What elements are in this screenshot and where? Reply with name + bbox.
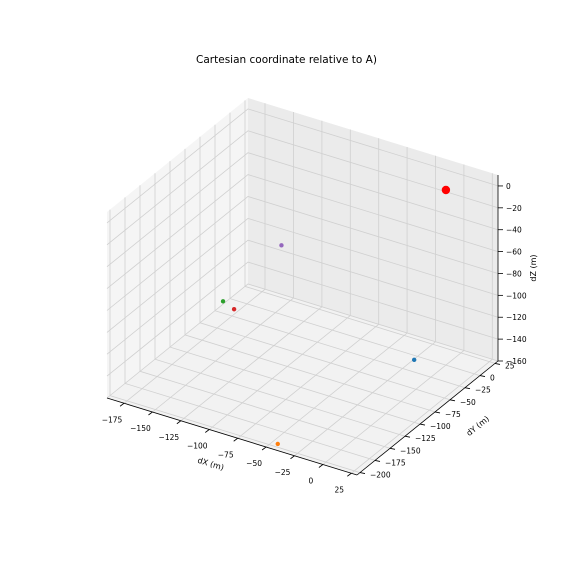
- z-tick-label: −100: [506, 291, 527, 300]
- y-tick: [464, 387, 471, 390]
- grid-line-z: [106, 174, 499, 289]
- chart-title: Cartesian coordinate relative to A): [196, 54, 377, 66]
- y-tick-label: −175: [385, 458, 406, 467]
- y-tick-label: 25: [505, 361, 515, 370]
- z-tick-label: −140: [506, 335, 527, 344]
- x-tick-label: −100: [187, 442, 208, 451]
- y-tick: [359, 472, 366, 474]
- z-tick-label: −60: [506, 248, 522, 257]
- grid-line-z: [106, 108, 499, 224]
- grid-line-z: [106, 261, 499, 377]
- y-tick: [374, 460, 381, 462]
- y-axis-line: [356, 360, 499, 476]
- data-point: [220, 299, 226, 304]
- z-tick-label: −40: [506, 226, 522, 235]
- x-tick: [261, 446, 267, 451]
- y-tick: [434, 411, 441, 414]
- z-tick-label: −160: [506, 357, 527, 366]
- x-tick-label: 25: [335, 485, 345, 494]
- x-tick: [148, 411, 153, 416]
- x-tick: [290, 455, 295, 460]
- grid-line-z: [106, 217, 499, 333]
- axis-panes: [107, 98, 498, 475]
- floor-pane: [107, 284, 498, 475]
- tick-labels: −175−150−125−100−75−50−25025−200−175−150…: [102, 182, 527, 494]
- y-tick: [404, 435, 411, 438]
- z-tick-label: 0: [506, 182, 511, 191]
- y-tick-label: −100: [430, 422, 451, 431]
- y-tick-label: −75: [445, 410, 461, 419]
- x-tick-label: −175: [102, 415, 123, 424]
- x-tick-label: −50: [246, 459, 262, 468]
- grid-line-z: [106, 130, 499, 246]
- z-tick-label: −120: [506, 313, 527, 322]
- side-pane: [107, 98, 248, 398]
- y-tick: [449, 399, 456, 402]
- grid-lines: [106, 100, 499, 474]
- y-tick-label: −125: [415, 434, 436, 443]
- x-tick: [233, 437, 238, 442]
- x-tick: [119, 402, 125, 407]
- origin-point: [441, 185, 451, 195]
- y-tick-label: 0: [490, 374, 495, 383]
- x-tick: [318, 464, 324, 468]
- x-tick: [347, 472, 352, 477]
- x-tick-label: −75: [218, 450, 234, 459]
- z-tick-label: −20: [506, 204, 522, 213]
- x-tick: [176, 420, 182, 425]
- z-axis-label: dZ (m): [529, 254, 538, 281]
- data-point: [279, 243, 284, 248]
- data-point: [411, 357, 417, 363]
- y-axis-label: dY (m): [465, 414, 491, 438]
- x-tick-label: 0: [309, 477, 314, 486]
- grid-line-z: [106, 196, 499, 311]
- x-tick-label: −125: [159, 433, 180, 442]
- data-points: [220, 185, 451, 447]
- data-point: [275, 441, 280, 447]
- grid-line-z: [106, 239, 499, 355]
- x-axis-line: [106, 397, 358, 476]
- z-tick-label: −80: [506, 269, 522, 278]
- y-tick: [479, 375, 486, 377]
- y-tick: [419, 423, 426, 426]
- data-point: [231, 307, 237, 312]
- y-tick-label: −25: [475, 386, 491, 395]
- x-tick-label: −25: [275, 468, 291, 477]
- x-tick: [205, 429, 210, 433]
- y-tick: [494, 363, 501, 365]
- grid-line-z: [106, 283, 499, 399]
- y-tick-label: −50: [460, 398, 476, 407]
- y-tick-label: −150: [400, 446, 421, 455]
- grid-line-z: [106, 152, 499, 268]
- y-tick-label: −200: [370, 471, 391, 480]
- x-tick-label: −150: [130, 424, 151, 433]
- y-tick: [389, 447, 396, 450]
- axis-lines: [106, 175, 503, 477]
